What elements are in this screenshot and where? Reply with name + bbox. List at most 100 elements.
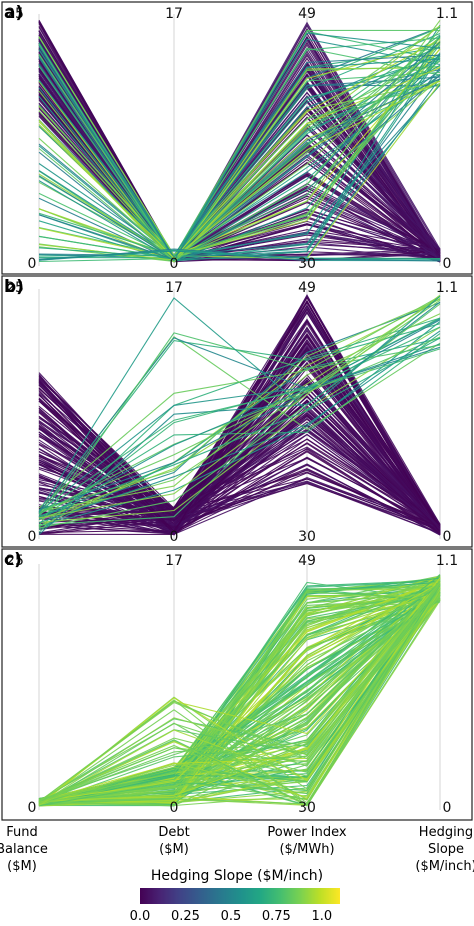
series-line-g2: [38, 299, 441, 519]
series-line-g2: [38, 584, 441, 802]
polylines: [38, 19, 441, 263]
series-line-g2: [38, 294, 441, 519]
tick-min-fund: 0: [28, 529, 37, 545]
series-line-g2: [38, 44, 441, 256]
tick-min-slope: 0: [443, 256, 452, 272]
series-line-g1: [38, 382, 441, 531]
tick-max-power: 49: [298, 553, 316, 569]
axis-label-debt: Debt ($M): [158, 825, 189, 857]
series-line-g2: [38, 29, 441, 258]
series-line-g2: [38, 47, 441, 259]
tick-max-debt: 17: [165, 280, 183, 296]
series-line-g2: [38, 595, 441, 803]
series-line-g1: [38, 379, 441, 535]
panel-1: 25 0 17 0 49 30 1.1 0 a): [1, 1, 473, 275]
series-line-g2: [38, 78, 441, 260]
tick-max-slope: 1.1: [436, 553, 458, 569]
series-line-g2: [38, 54, 441, 261]
series-line-g2: [38, 30, 441, 261]
series-line-g2: [38, 78, 441, 260]
axis-label-slope: Hedging Slope ($M/inch): [415, 825, 474, 874]
series-line-g1: [38, 391, 441, 532]
series-line-g2: [38, 59, 441, 261]
series-line-g2: [38, 303, 441, 529]
series-line-g1: [38, 590, 441, 805]
panel-label: b): [4, 277, 24, 297]
series-line-g2: [38, 41, 441, 258]
series-line-g2: [38, 337, 441, 514]
series-line-g2: [38, 295, 441, 512]
series-line-g1: [38, 391, 441, 535]
series-line-g2: [38, 32, 441, 262]
series-line-g1: [38, 31, 441, 260]
series-line-g2: [38, 67, 441, 262]
series-line-g2: [38, 19, 441, 260]
axis-label-fund: Fund Balance ($M): [0, 825, 48, 874]
series-line-g2: [38, 592, 441, 804]
tick-min-fund: 0: [28, 256, 37, 272]
series-line-g2: [38, 337, 441, 517]
series-line-g3: [38, 248, 441, 262]
tick-min-slope: 0: [443, 800, 452, 816]
tick-min-power: 30: [298, 529, 316, 545]
series-line-g2: [38, 84, 441, 259]
series-line-g1: [38, 398, 441, 534]
series-line-g2: [38, 37, 441, 259]
series-line-g2: [38, 595, 441, 802]
tick-max-fund: 25: [6, 280, 24, 296]
colorbar-tick: 0.5: [221, 909, 242, 924]
series-line-g1: [38, 377, 441, 528]
series-line-g2: [38, 336, 441, 515]
series-line-g1: [38, 592, 441, 806]
series-line-g2: [38, 326, 441, 515]
tick-max-debt: 17: [165, 553, 183, 569]
series-line-g2: [38, 348, 441, 526]
colorbar-tick: 0.75: [262, 909, 291, 924]
colorbar: Hedging Slope ($M/inch) 0.0 0.25 0.5 0.75 1.…: [130, 868, 340, 924]
series-line-g2: [38, 29, 441, 261]
series-line-g2: [38, 84, 441, 262]
series-line-g2: [38, 343, 441, 521]
series-line-g1: [38, 87, 441, 258]
series-line-g2: [38, 47, 441, 259]
series-line-g2: [38, 585, 441, 807]
tick-max-debt: 17: [165, 6, 183, 22]
series-line-g1: [38, 308, 441, 530]
series-line-g2: [38, 83, 441, 260]
series-line-g1: [38, 478, 441, 531]
series-line-g2: [38, 40, 441, 263]
panel-label: c): [4, 550, 22, 570]
tick-min-debt: 0: [170, 529, 179, 545]
series-line-g1: [38, 301, 441, 535]
series-line-g2: [38, 330, 441, 524]
tick-max-power: 49: [298, 6, 316, 22]
series-line-g2: [38, 297, 441, 521]
series-line-g2: [38, 41, 441, 263]
panels-group: 25017049301.10a)25017049301.10b)25017049…: [1, 1, 473, 821]
series-line-g1: [38, 23, 441, 263]
axis-labels-group: Fund Balance ($M) Debt ($M) Power Index ($/MWh…: [0, 825, 474, 874]
series-line-g2: [38, 583, 441, 806]
series-line-g2: [38, 333, 441, 519]
tick-min-slope: 0: [443, 529, 452, 545]
colorbar-gradient: [140, 888, 340, 904]
tick-min-power: 30: [298, 256, 316, 272]
colorbar-tick: 0.0: [130, 909, 151, 924]
series-line-g2: [38, 38, 441, 259]
polylines: [38, 293, 441, 536]
tick-min-fund: 0: [28, 800, 37, 816]
series-line-g2: [38, 295, 441, 514]
series-line-g1: [38, 411, 441, 530]
series-line-g1: [38, 574, 441, 805]
tick-max-fund: 25: [6, 553, 24, 569]
panel-2: 25 0 17 0 49 30 1.1 0 b): [1, 275, 473, 548]
series-line-g2: [38, 42, 441, 260]
series-line-g2: [38, 319, 441, 511]
series-line-g2: [38, 46, 441, 261]
series-line-g2: [38, 589, 441, 802]
series-line-g1: [38, 582, 441, 802]
series-line-g1: [38, 594, 441, 806]
series-line-g2: [38, 52, 441, 257]
tick-max-fund: 25: [6, 6, 24, 22]
tick-min-power: 30: [298, 800, 316, 816]
